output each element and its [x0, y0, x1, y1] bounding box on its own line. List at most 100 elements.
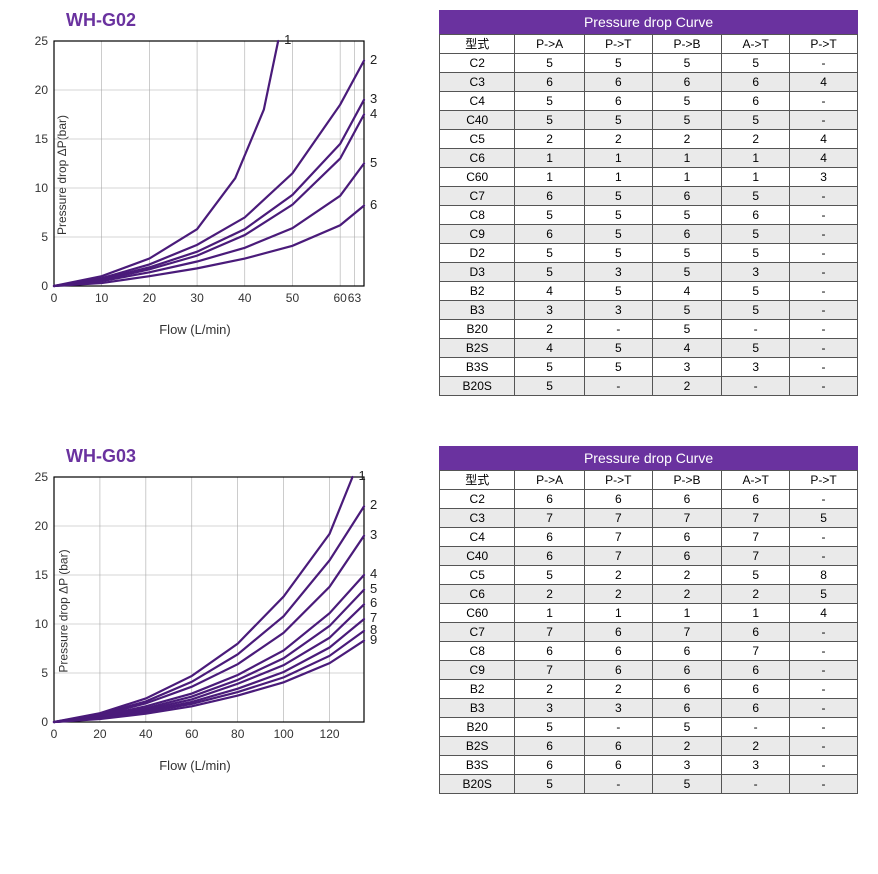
table-row: C552258: [440, 566, 858, 585]
table-row: B2S4545-: [440, 339, 858, 358]
svg-text:10: 10: [95, 291, 109, 305]
table-cell: 3: [584, 699, 652, 718]
table-cell: -: [790, 377, 858, 396]
table-header: P->A: [515, 471, 585, 490]
table-row: C522224: [440, 130, 858, 149]
table-cell: 6: [515, 737, 585, 756]
table-cell: B2: [440, 282, 515, 301]
table-row: B202-5--: [440, 320, 858, 339]
table-cell: -: [790, 301, 858, 320]
svg-text:20: 20: [93, 727, 107, 741]
table-cell: 6: [652, 225, 722, 244]
table-cell: B3: [440, 699, 515, 718]
table-cell: 6: [584, 661, 652, 680]
svg-text:0: 0: [51, 727, 58, 741]
table-cell: 6: [652, 547, 722, 566]
table-row: C622225: [440, 585, 858, 604]
table-cell: 2: [722, 585, 790, 604]
table-cell: 6: [722, 680, 790, 699]
table-title: Pressure drop Curve: [439, 10, 858, 34]
chart-plot: 0204060801001200510152025123456789: [20, 471, 370, 750]
table-row: B22266-: [440, 680, 858, 699]
table-cell: 5: [652, 263, 722, 282]
table-cell: 6: [722, 490, 790, 509]
table-cell: -: [584, 718, 652, 737]
table-row: C96565-: [440, 225, 858, 244]
table-cell: -: [722, 320, 790, 339]
table-cell: 5: [722, 282, 790, 301]
svg-text:10: 10: [35, 617, 49, 631]
table-cell: 6: [515, 528, 585, 547]
table-cell: 6: [722, 92, 790, 111]
table-cell: 5: [722, 244, 790, 263]
chart-plot: 0102030405060630510152025123456: [20, 35, 370, 314]
table-row: C405555-: [440, 111, 858, 130]
table-header: A->T: [722, 35, 790, 54]
table-cell: C7: [440, 623, 515, 642]
table-cell: 5: [584, 206, 652, 225]
table-cell: 5: [515, 263, 585, 282]
table-cell: 2: [515, 585, 585, 604]
table-cell: -: [790, 358, 858, 377]
series-label: 5: [370, 581, 377, 596]
svg-text:5: 5: [41, 230, 48, 244]
table-cell: 7: [584, 528, 652, 547]
table-cell: 5: [584, 187, 652, 206]
table-cell: -: [790, 490, 858, 509]
table-row: C45656-: [440, 92, 858, 111]
table-cell: 2: [722, 130, 790, 149]
series-label: 4: [370, 106, 377, 121]
table-cell: -: [790, 775, 858, 794]
table-cell: 6: [652, 699, 722, 718]
table-cell: 5: [584, 225, 652, 244]
series-label: 3: [370, 527, 377, 542]
table-row: B33366-: [440, 699, 858, 718]
table-cell: 5: [652, 301, 722, 320]
table-cell: 5: [722, 225, 790, 244]
table-title: Pressure drop Curve: [439, 446, 858, 470]
table-cell: 5: [584, 358, 652, 377]
table-cell: 5: [515, 244, 585, 263]
table-cell: 6: [584, 756, 652, 775]
chart-title: WH-G02: [66, 10, 399, 31]
chart-wrap: Pressure drop ΔP(bar)0102030405060630510…: [20, 35, 399, 314]
pressure-drop-table: 型式P->AP->TP->BA->TP->TC25555-C366664C456…: [439, 34, 858, 396]
table-cell: D3: [440, 263, 515, 282]
table-cell: 6: [722, 699, 790, 718]
table-row: C26666-: [440, 490, 858, 509]
table-cell: 2: [652, 377, 722, 396]
page-root: WH-G02Pressure drop ΔP(bar)0102030405060…: [0, 0, 878, 874]
table-cell: -: [790, 320, 858, 339]
table-cell: 7: [515, 509, 585, 528]
table-cell: 2: [584, 585, 652, 604]
table-cell: 5: [515, 718, 585, 737]
table-cell: 4: [790, 73, 858, 92]
table-cell: C7: [440, 187, 515, 206]
table-cell: C2: [440, 490, 515, 509]
table-row: C46767-: [440, 528, 858, 547]
table-cell: C60: [440, 168, 515, 187]
table-cell: -: [790, 244, 858, 263]
table-header: P->B: [652, 35, 722, 54]
table-cell: C40: [440, 547, 515, 566]
table-cell: C3: [440, 509, 515, 528]
svg-text:15: 15: [35, 132, 49, 146]
table-cell: C6: [440, 149, 515, 168]
table-cell: 7: [722, 642, 790, 661]
table-cell: 5: [652, 775, 722, 794]
table-cell: 2: [652, 737, 722, 756]
table-cell: C5: [440, 566, 515, 585]
table-row: C377775: [440, 509, 858, 528]
chart-block: WH-G02Pressure drop ΔP(bar)0102030405060…: [20, 10, 399, 337]
table-cell: 6: [652, 528, 722, 547]
svg-text:15: 15: [35, 568, 49, 582]
table-cell: 4: [790, 130, 858, 149]
table-row: C611114: [440, 149, 858, 168]
series-label: 2: [370, 497, 377, 512]
table-cell: C8: [440, 642, 515, 661]
chart-xlabel: Flow (L/min): [20, 322, 370, 337]
table-cell: 1: [515, 149, 585, 168]
table-cell: 4: [790, 604, 858, 623]
table-cell: 6: [652, 642, 722, 661]
table-cell: -: [584, 775, 652, 794]
